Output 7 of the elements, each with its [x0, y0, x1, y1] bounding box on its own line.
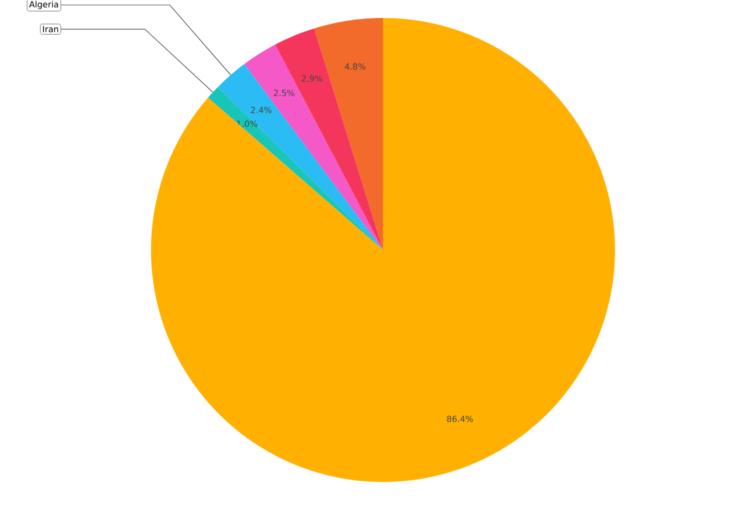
data-label: 4.8% — [344, 63, 366, 70]
data-label: 86.4% — [447, 416, 473, 422]
slice-label: Algeria — [29, 0, 58, 10]
slice-label: Iran — [43, 26, 58, 32]
data-label: 2.4% — [251, 106, 272, 114]
data-label: 2.9% — [302, 75, 322, 82]
data-label: 2.5% — [274, 90, 294, 96]
